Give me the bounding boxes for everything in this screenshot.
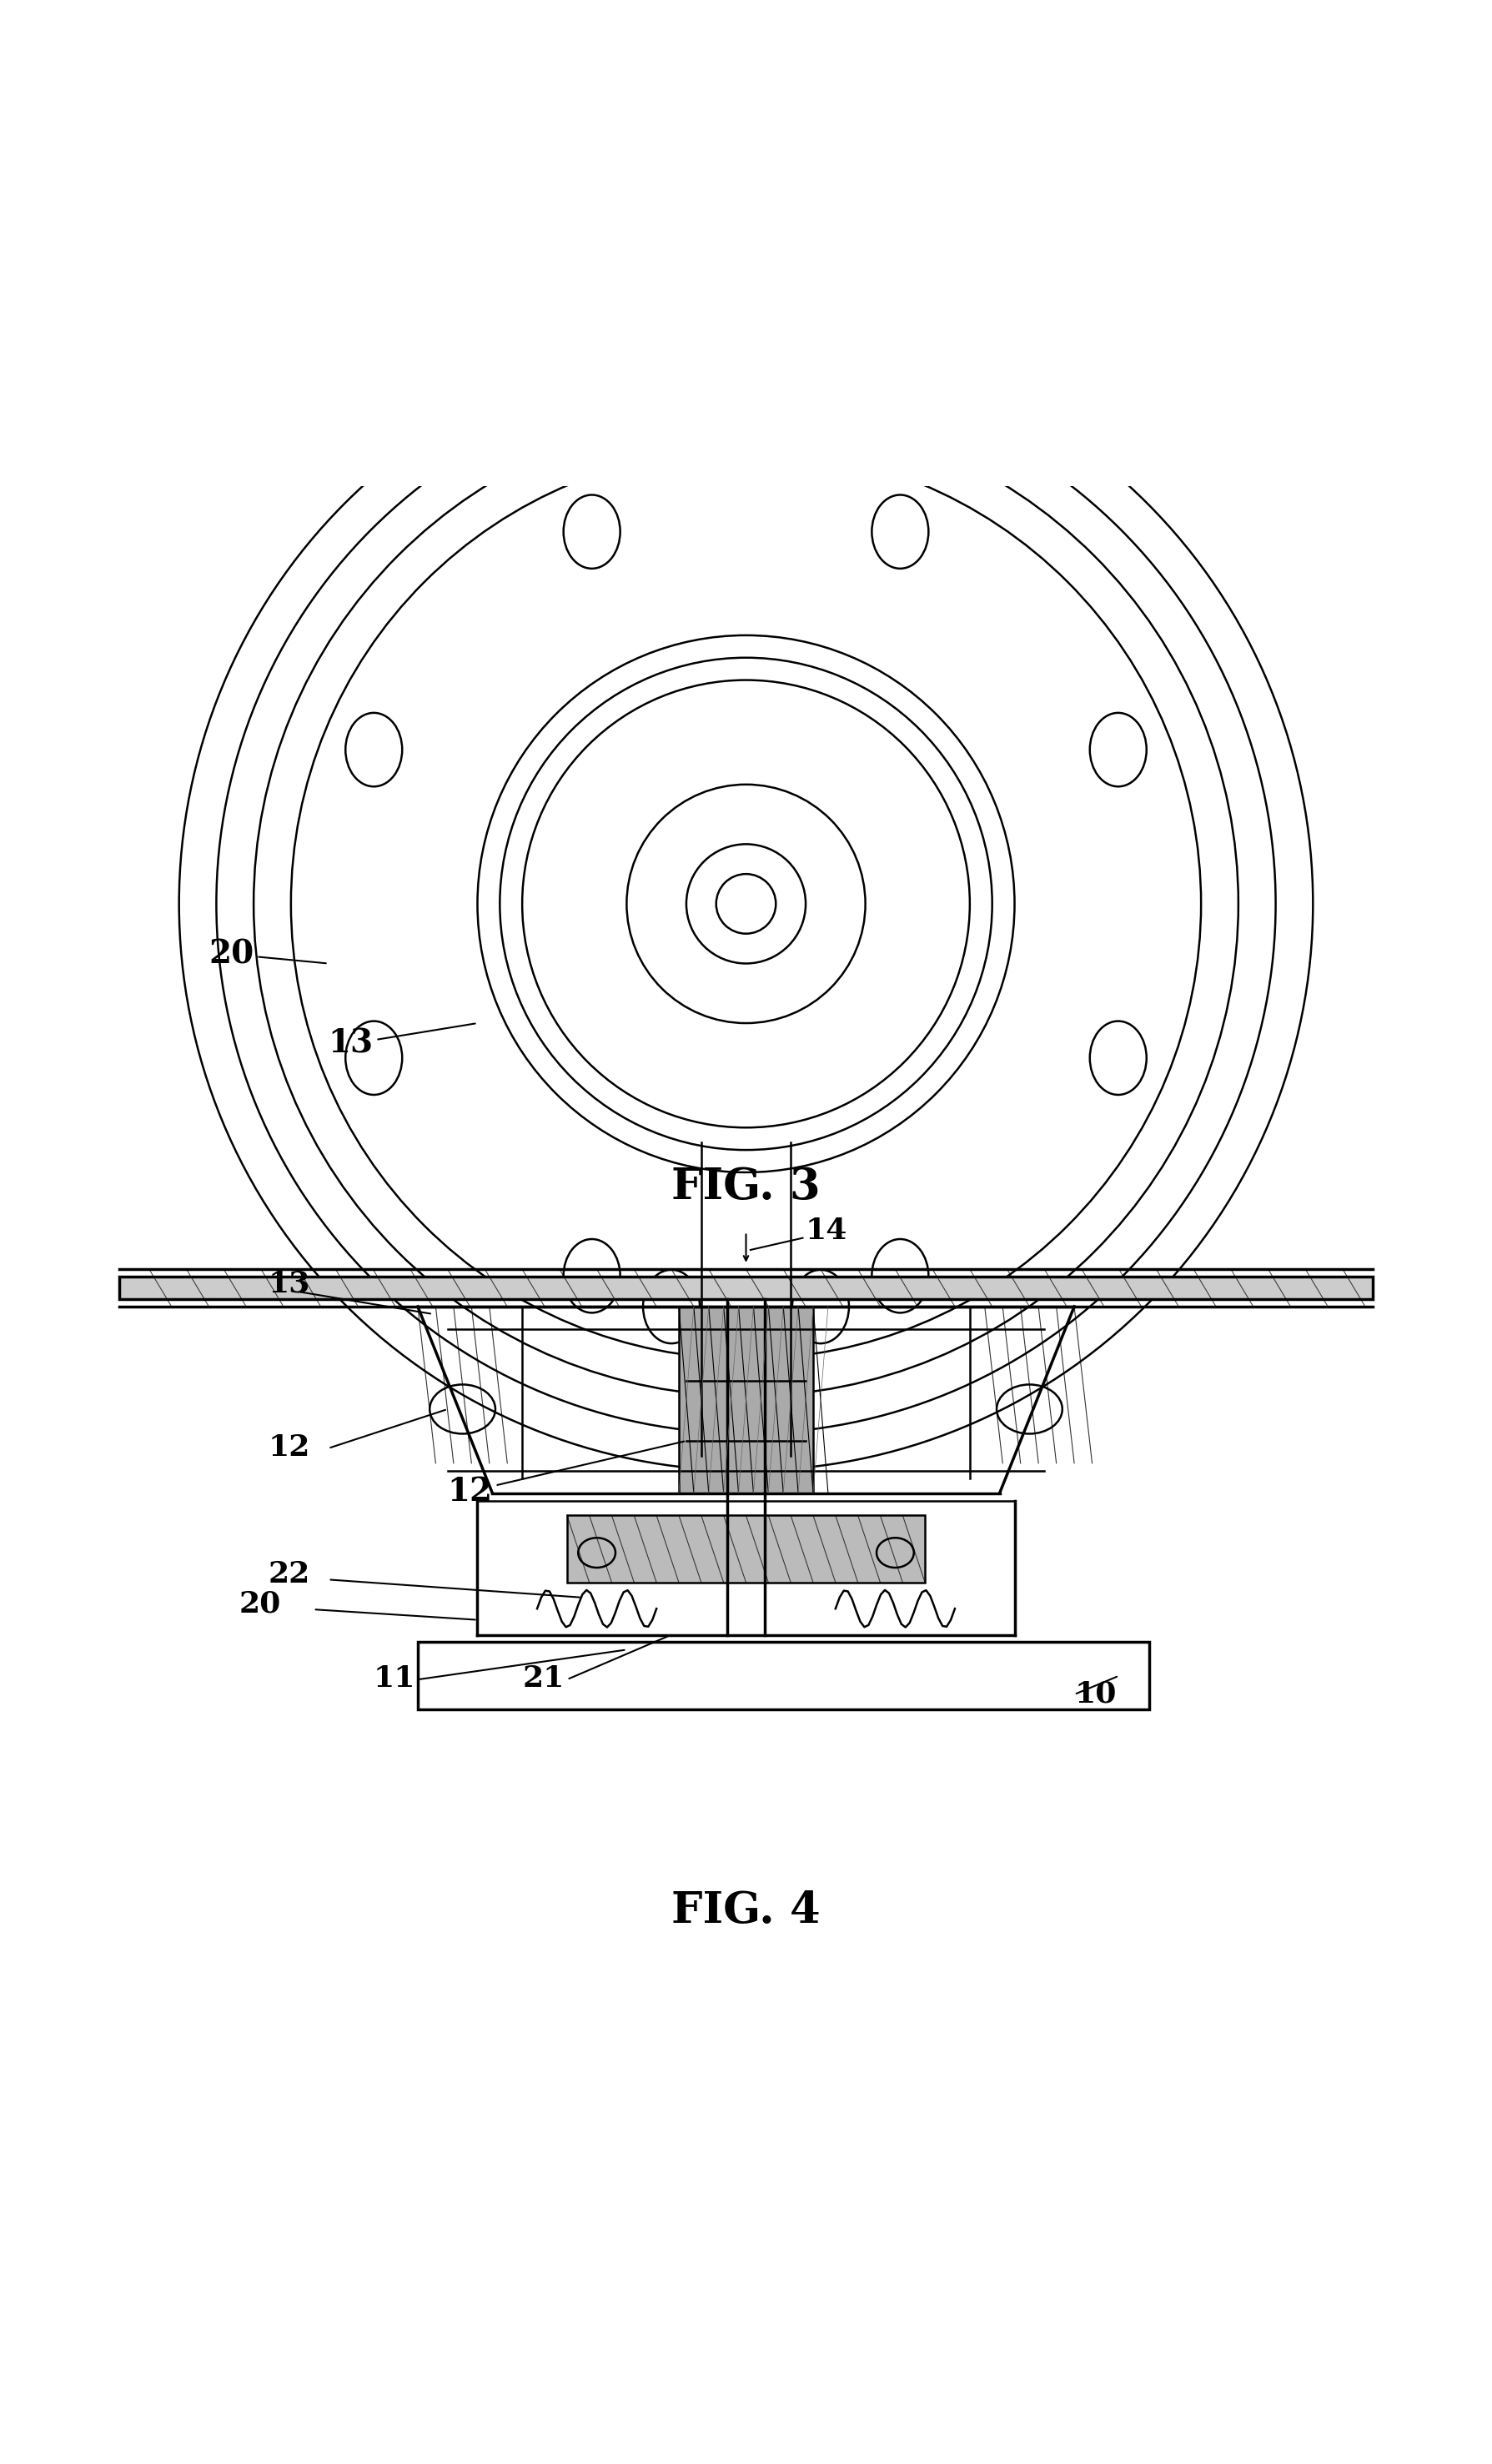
Text: 14: 14 [806,1217,847,1244]
Text: 21: 21 [522,1666,564,1693]
Text: FIG. 4: FIG. 4 [671,1890,821,1932]
Text: 13: 13 [269,1269,310,1299]
Bar [567,1515,925,1582]
Text: 20: 20 [239,1589,280,1619]
Text: 12: 12 [269,1434,310,1461]
Text: 11: 11 [373,1666,415,1693]
Text: 10: 10 [1074,1680,1116,1708]
Bar [679,1306,813,1493]
Text: 12: 12 [448,1441,683,1508]
Bar [119,1276,1373,1299]
Text: 20: 20 [209,939,325,971]
Text: FIG. 3: FIG. 3 [671,1165,821,1207]
Text: 13: 13 [328,1023,474,1060]
Bar [418,1641,1149,1710]
Text: 22: 22 [269,1560,310,1589]
